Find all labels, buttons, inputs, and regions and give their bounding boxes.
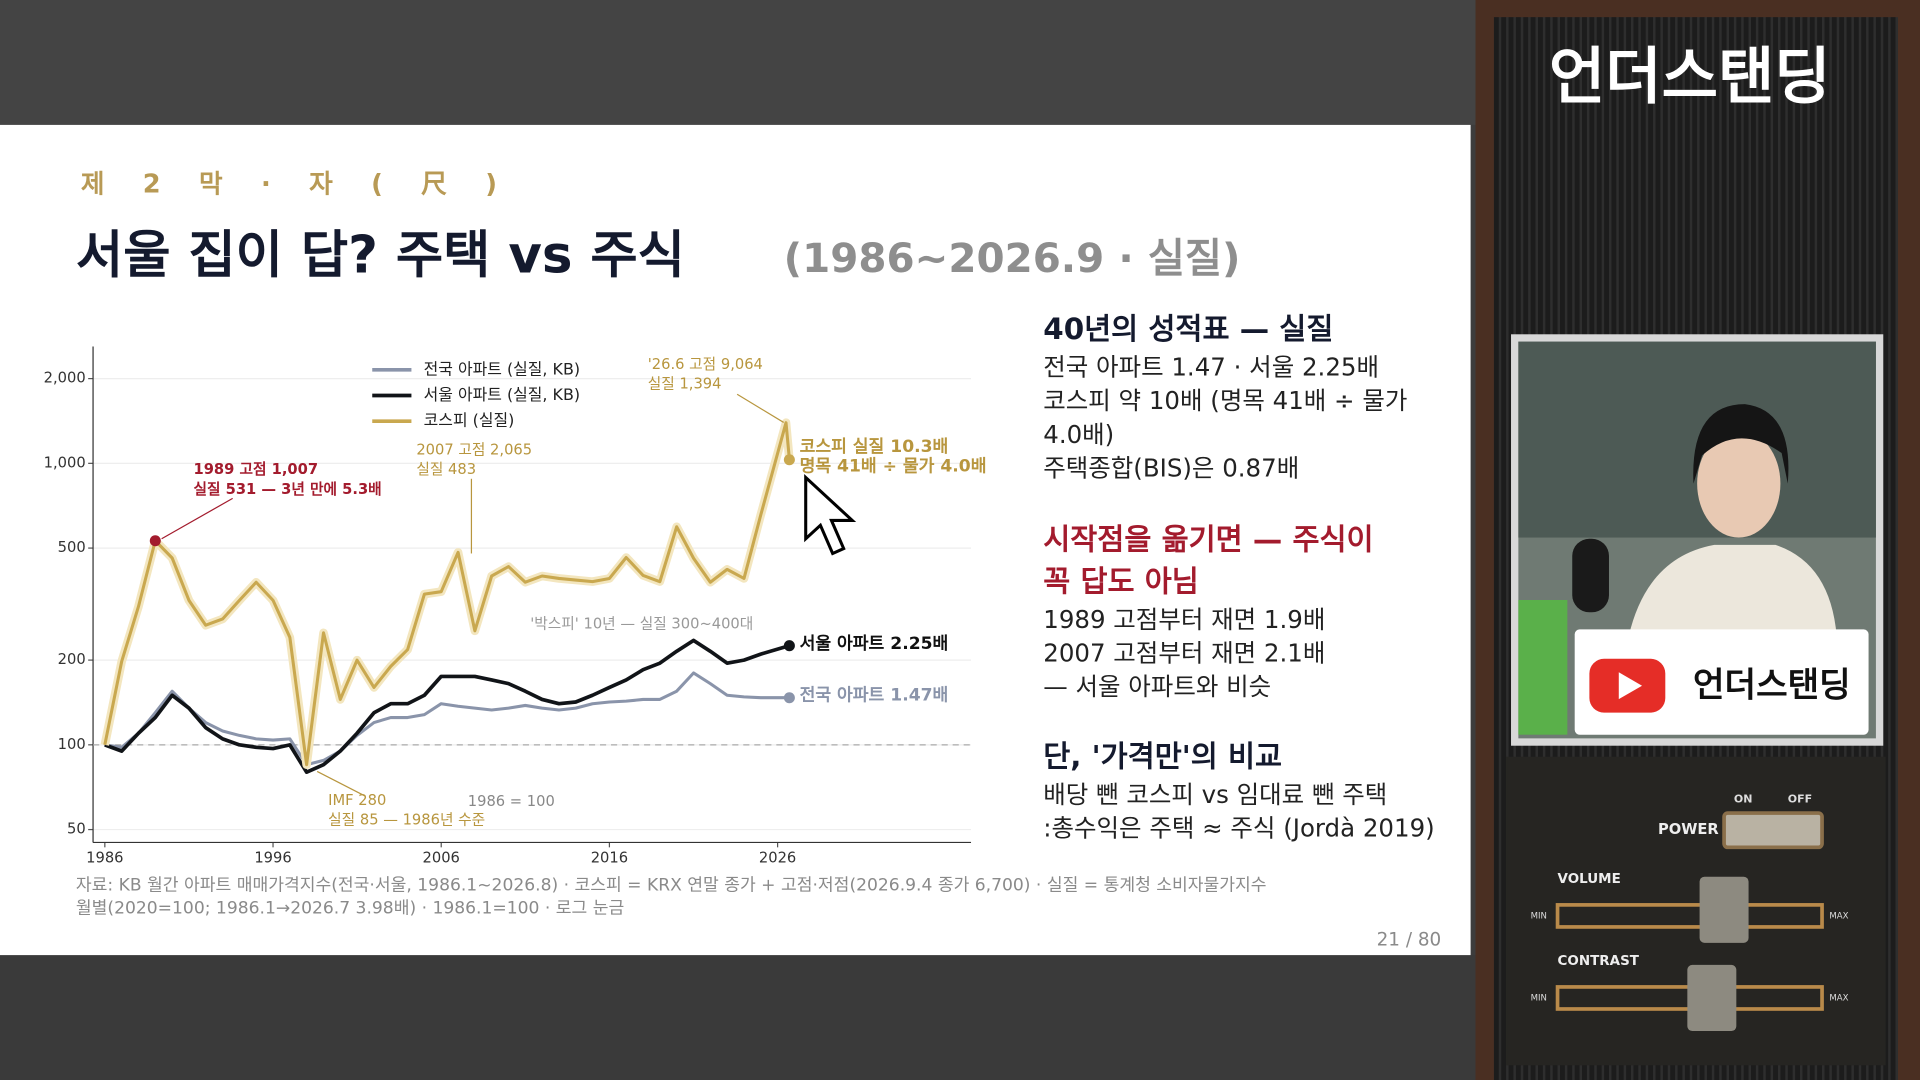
panel-max: MAX — [1829, 993, 1848, 1003]
y-tick-label: 50 — [67, 821, 86, 838]
source-note: 월별(2020=100; 1986.1→2026.7 3.98배) · 1986… — [76, 899, 624, 919]
power-switch — [1722, 811, 1824, 850]
backdrop-bottom — [0, 955, 1476, 1080]
x-tick-label: 1986 — [86, 849, 123, 866]
panel-min: MIN — [1531, 911, 1547, 921]
volume-slot — [1555, 903, 1824, 929]
end-dot — [783, 692, 795, 704]
card-brand: 언더스탠딩 — [1693, 665, 1851, 705]
summary-line: 전국 아파트 1.47 · 서울 2.25배 — [1043, 353, 1379, 382]
summary-line: 배당 뺀 코스피 vs 임대료 뺀 주택 — [1043, 780, 1387, 809]
contrast-knob — [1687, 964, 1737, 1032]
slide-subtitle: (1986~2026.9 · 실질) — [784, 234, 1241, 282]
peak-dot — [149, 535, 161, 547]
x-tick-label: 2006 — [423, 849, 460, 866]
annotation: IMF 280 — [328, 792, 386, 809]
y-tick-label: 200 — [58, 651, 86, 668]
summary-heading: 시작점을 옮기면 — 주식이 — [1043, 523, 1373, 557]
summary-line: 1989 고점부터 재면 1.9배 — [1043, 605, 1325, 634]
x-tick-label: 2026 — [759, 849, 796, 866]
annotation: 1989 고점 1,007 — [193, 460, 318, 478]
x-tick-label: 1996 — [254, 849, 291, 866]
webcam-mic — [1572, 538, 1609, 613]
slide-title: 서울 집이 답? 주택 vs 주식 — [76, 225, 685, 285]
annotation-leader — [161, 497, 233, 540]
annotation: 2007 고점 2,065 — [416, 442, 532, 459]
volume-knob — [1699, 876, 1749, 943]
slide — [0, 124, 1471, 956]
y-tick-label: 1,000 — [44, 454, 86, 471]
summary-heading: 꼭 답도 아님 — [1043, 564, 1199, 598]
summary-line: 주택종합(BIS)은 0.87배 — [1043, 454, 1299, 483]
end-dot — [783, 454, 795, 466]
panel-max: MAX — [1829, 911, 1848, 921]
series-line — [104, 638, 790, 775]
source-note: 자료: KB 월간 아파트 매매가격지수(전국·서울, 1986.1~2026.… — [76, 875, 1267, 895]
annotation: 실질 1,394 — [648, 375, 722, 392]
summary-heading: 40년의 성적표 — 실질 — [1043, 312, 1333, 346]
summary-line: 2007 고점부터 재면 2.1배 — [1043, 638, 1325, 667]
panel-volume: VOLUME — [1558, 872, 1621, 887]
series-end-label: 서울 아파트 2.25배 — [800, 634, 949, 654]
series-end-label: 전국 아파트 1.47배 — [800, 686, 949, 706]
panel-power: POWER — [1658, 821, 1719, 838]
panel-off: OFF — [1788, 793, 1812, 806]
chart: 50 100 200 500 1,000 2,000 1986 1996 2006 2016 202… — [44, 346, 987, 866]
webcam-person-hair — [1693, 404, 1789, 484]
summary-line: — 서울 아파트와 비슷 — [1043, 672, 1271, 701]
webcam-person-face — [1697, 429, 1781, 538]
panel-min: MIN — [1531, 993, 1547, 1003]
brand: 언더스탠딩 — [1549, 41, 1831, 112]
legend-label: 코스피 (실질) — [424, 411, 515, 430]
annotation: 실질 483 — [416, 461, 476, 478]
annotation: 실질 531 — 3년 만에 5.3배 — [193, 480, 381, 498]
annotation-leader — [316, 770, 366, 797]
baseline-label: 1986 = 100 — [468, 793, 555, 810]
annotation: '박스피' 10년 — 실질 300~400대 — [530, 615, 753, 632]
end-dot — [783, 640, 795, 652]
legend-label: 전국 아파트 (실질, KB) — [424, 359, 580, 378]
annotation: 명목 41배 ÷ 물가 4.0배 — [800, 457, 987, 477]
panel-contrast: CONTRAST — [1558, 954, 1640, 969]
backdrop-top — [0, 0, 1476, 125]
x-tick-label: 2016 — [591, 849, 628, 866]
y-tick-label: 500 — [58, 539, 86, 556]
summary-line: :총수익은 주택 ≈ 주식 (Jordà 2019) — [1043, 814, 1434, 843]
series-line — [104, 671, 790, 767]
summary-line: 코스피 약 10배 (명목 41배 ÷ 물가 — [1043, 386, 1407, 415]
annotation: 코스피 실질 10.3배 — [800, 436, 949, 457]
y-tick-label: 100 — [58, 736, 86, 753]
mouse-cursor — [804, 474, 857, 556]
webcam-person-body — [1628, 544, 1837, 637]
kicker: 제 2 막 · 자 ( 尺 ) — [81, 169, 512, 199]
panel-on: ON — [1734, 793, 1753, 806]
summary-heading: 단, '가격만'의 비교 — [1043, 739, 1282, 773]
legend-label: 서울 아파트 (실질, KB) — [424, 385, 580, 404]
annotation: '26.6 고점 9,064 — [648, 356, 763, 373]
webcam-wall — [1518, 341, 1876, 538]
annotation-leader — [736, 393, 784, 423]
summary-line: 4.0배) — [1043, 420, 1114, 449]
page-number: 21 / 80 — [1377, 929, 1442, 950]
y-tick-label: 2,000 — [44, 370, 86, 387]
annotation: 실질 85 — 1986년 수준 — [328, 811, 485, 828]
series-line — [103, 421, 791, 767]
webcam-book — [1518, 600, 1568, 735]
youtube-play — [1618, 672, 1643, 700]
